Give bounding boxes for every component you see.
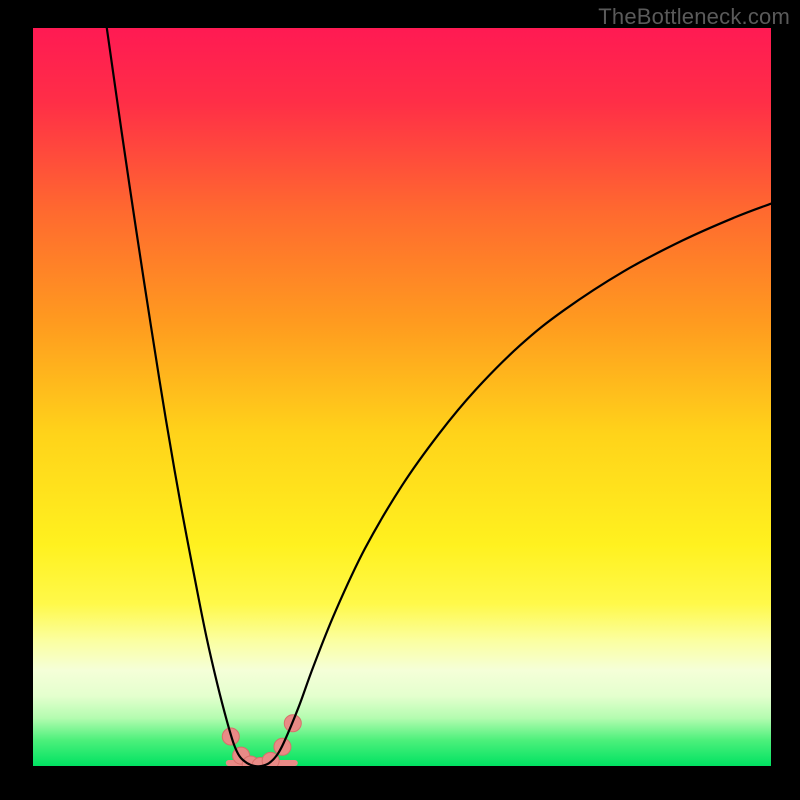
bottleneck-curve-chart: [0, 0, 800, 800]
watermark-text: TheBottleneck.com: [598, 4, 790, 30]
plot-background: [33, 28, 771, 766]
chart-stage: TheBottleneck.com: [0, 0, 800, 800]
